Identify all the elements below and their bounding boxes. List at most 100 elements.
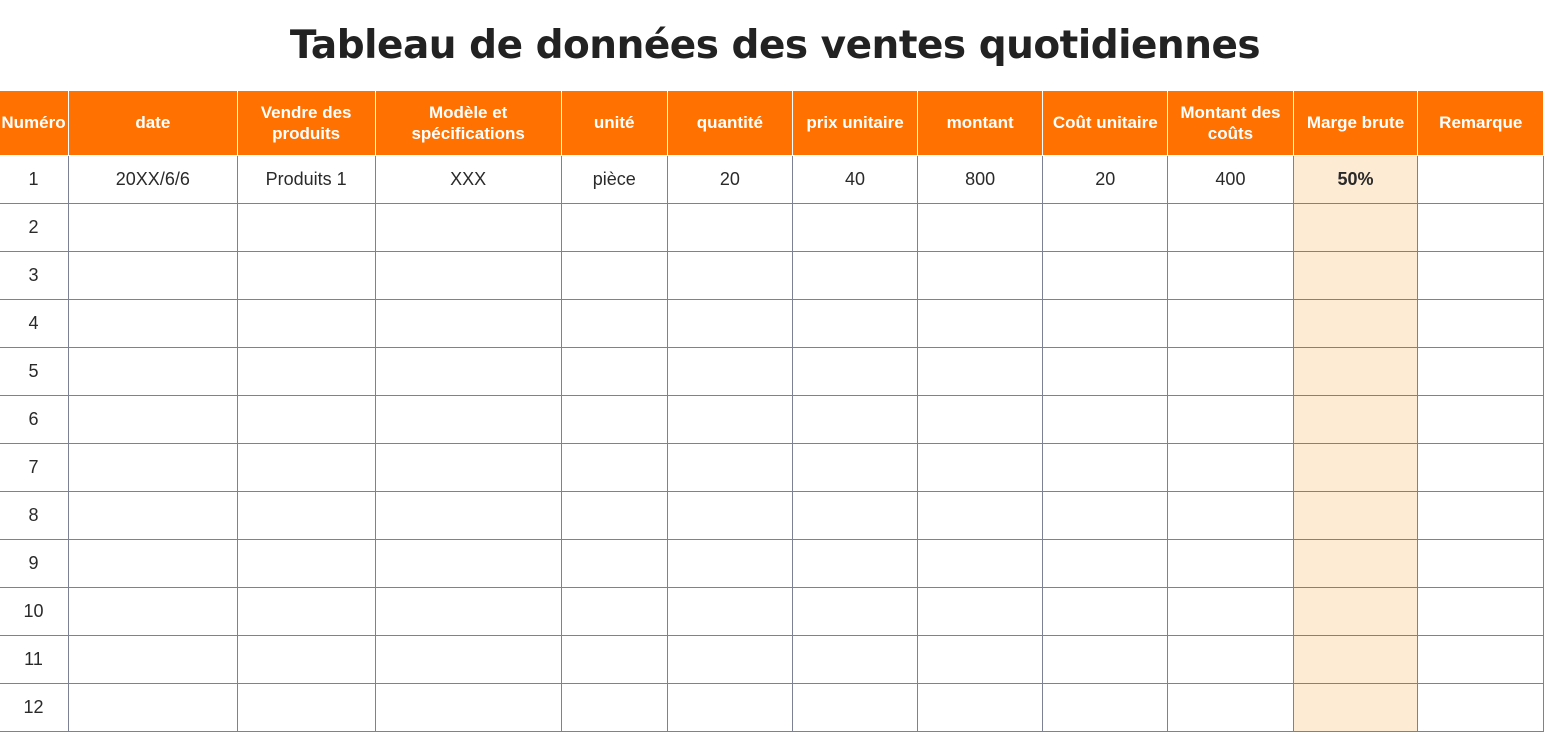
- cell-unit-cost[interactable]: [1042, 250, 1169, 300]
- cell-cost-amount[interactable]: [1167, 538, 1294, 588]
- cell-amount[interactable]: [917, 250, 1044, 300]
- cell-gross-margin[interactable]: [1292, 490, 1419, 540]
- cell-unit-price[interactable]: [791, 682, 919, 732]
- cell-unit-cost[interactable]: [1042, 394, 1169, 444]
- cell-amount[interactable]: [917, 298, 1044, 348]
- cell-unit[interactable]: [560, 394, 668, 444]
- cell-unit[interactable]: [560, 442, 668, 492]
- cell-remark[interactable]: [1417, 538, 1544, 588]
- cell-cost-amount[interactable]: [1167, 442, 1294, 492]
- cell-model[interactable]: [374, 298, 562, 348]
- cell-date[interactable]: [67, 634, 238, 684]
- cell-numero[interactable]: 2: [0, 202, 69, 252]
- cell-unit-cost[interactable]: [1042, 346, 1169, 396]
- cell-cost-amount[interactable]: 400: [1167, 154, 1294, 204]
- cell-unit[interactable]: [560, 202, 668, 252]
- cell-cost-amount[interactable]: [1167, 682, 1294, 732]
- cell-cost-amount[interactable]: [1167, 586, 1294, 636]
- cell-unit-price[interactable]: [791, 538, 919, 588]
- cell-unit-cost[interactable]: 20: [1042, 154, 1169, 204]
- cell-gross-margin[interactable]: 50%: [1292, 154, 1419, 204]
- cell-quantity[interactable]: [666, 442, 793, 492]
- cell-products[interactable]: [236, 682, 376, 732]
- cell-gross-margin[interactable]: [1292, 394, 1419, 444]
- cell-date[interactable]: [67, 250, 238, 300]
- cell-unit[interactable]: [560, 298, 668, 348]
- cell-amount[interactable]: [917, 442, 1044, 492]
- cell-model[interactable]: [374, 394, 562, 444]
- cell-remark[interactable]: [1417, 202, 1544, 252]
- cell-cost-amount[interactable]: [1167, 394, 1294, 444]
- cell-cost-amount[interactable]: [1167, 490, 1294, 540]
- cell-products[interactable]: [236, 538, 376, 588]
- cell-unit-cost[interactable]: [1042, 202, 1169, 252]
- cell-numero[interactable]: 6: [0, 394, 69, 444]
- cell-quantity[interactable]: [666, 298, 793, 348]
- cell-products[interactable]: [236, 346, 376, 396]
- cell-model[interactable]: [374, 490, 562, 540]
- cell-quantity[interactable]: [666, 538, 793, 588]
- cell-gross-margin[interactable]: [1292, 202, 1419, 252]
- cell-remark[interactable]: [1417, 250, 1544, 300]
- cell-quantity[interactable]: [666, 634, 793, 684]
- cell-gross-margin[interactable]: [1292, 298, 1419, 348]
- cell-cost-amount[interactable]: [1167, 250, 1294, 300]
- cell-numero[interactable]: 12: [0, 682, 69, 732]
- cell-quantity[interactable]: [666, 394, 793, 444]
- cell-model[interactable]: [374, 442, 562, 492]
- cell-cost-amount[interactable]: [1167, 298, 1294, 348]
- cell-amount[interactable]: [917, 586, 1044, 636]
- cell-remark[interactable]: [1417, 154, 1544, 204]
- cell-gross-margin[interactable]: [1292, 586, 1419, 636]
- cell-quantity[interactable]: [666, 250, 793, 300]
- cell-quantity[interactable]: [666, 586, 793, 636]
- cell-numero[interactable]: 3: [0, 250, 69, 300]
- cell-model[interactable]: [374, 202, 562, 252]
- cell-model[interactable]: [374, 586, 562, 636]
- cell-unit-cost[interactable]: [1042, 442, 1169, 492]
- cell-gross-margin[interactable]: [1292, 346, 1419, 396]
- cell-numero[interactable]: 5: [0, 346, 69, 396]
- cell-remark[interactable]: [1417, 490, 1544, 540]
- cell-numero[interactable]: 1: [0, 154, 69, 204]
- cell-quantity[interactable]: [666, 346, 793, 396]
- cell-numero[interactable]: 8: [0, 490, 69, 540]
- cell-unit-cost[interactable]: [1042, 490, 1169, 540]
- cell-numero[interactable]: 7: [0, 442, 69, 492]
- cell-date[interactable]: [67, 346, 238, 396]
- cell-unit-cost[interactable]: [1042, 634, 1169, 684]
- cell-gross-margin[interactable]: [1292, 442, 1419, 492]
- cell-unit-cost[interactable]: [1042, 298, 1169, 348]
- cell-unit[interactable]: [560, 634, 668, 684]
- cell-products[interactable]: [236, 250, 376, 300]
- cell-gross-margin[interactable]: [1292, 250, 1419, 300]
- cell-remark[interactable]: [1417, 682, 1544, 732]
- cell-unit[interactable]: [560, 250, 668, 300]
- cell-products[interactable]: [236, 586, 376, 636]
- cell-quantity[interactable]: 20: [666, 154, 793, 204]
- cell-unit-cost[interactable]: [1042, 586, 1169, 636]
- cell-products[interactable]: [236, 634, 376, 684]
- cell-amount[interactable]: [917, 202, 1044, 252]
- cell-amount[interactable]: [917, 346, 1044, 396]
- cell-unit[interactable]: pièce: [560, 154, 668, 204]
- cell-remark[interactable]: [1417, 298, 1544, 348]
- cell-amount[interactable]: 800: [917, 154, 1044, 204]
- cell-date[interactable]: [67, 682, 238, 732]
- cell-unit-price[interactable]: [791, 442, 919, 492]
- cell-date[interactable]: [67, 298, 238, 348]
- cell-model[interactable]: [374, 346, 562, 396]
- cell-quantity[interactable]: [666, 682, 793, 732]
- cell-cost-amount[interactable]: [1167, 346, 1294, 396]
- cell-date[interactable]: [67, 538, 238, 588]
- cell-quantity[interactable]: [666, 202, 793, 252]
- cell-model[interactable]: [374, 682, 562, 732]
- cell-amount[interactable]: [917, 634, 1044, 684]
- cell-unit-price[interactable]: [791, 250, 919, 300]
- cell-products[interactable]: [236, 442, 376, 492]
- cell-model[interactable]: [374, 250, 562, 300]
- cell-unit-cost[interactable]: [1042, 682, 1169, 732]
- cell-gross-margin[interactable]: [1292, 682, 1419, 732]
- cell-amount[interactable]: [917, 682, 1044, 732]
- cell-remark[interactable]: [1417, 442, 1544, 492]
